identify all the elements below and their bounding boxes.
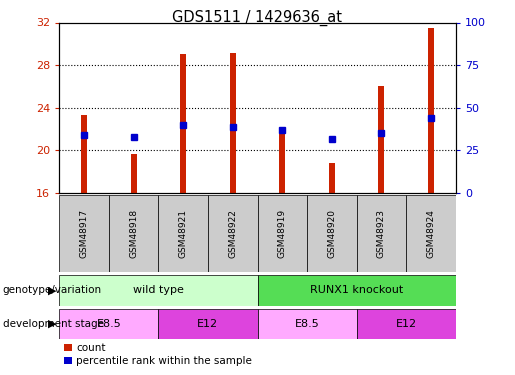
Text: E8.5: E8.5 [96,319,121,329]
Bar [81,115,87,193]
Bar [158,309,258,339]
Bar [208,195,258,272]
Bar [329,163,335,193]
Bar [159,195,208,272]
Text: GSM48922: GSM48922 [228,209,237,258]
Text: E12: E12 [197,319,218,329]
Bar [307,195,356,272]
Bar [59,275,258,306]
Text: E12: E12 [396,319,417,329]
Bar [406,195,456,272]
Bar [59,195,109,272]
Text: E8.5: E8.5 [295,319,319,329]
Text: GSM48923: GSM48923 [377,209,386,258]
Bar [356,195,406,272]
Bar [258,309,356,339]
Text: GSM48921: GSM48921 [179,209,187,258]
Text: GSM48919: GSM48919 [278,209,287,258]
Bar [230,53,236,193]
Bar [279,135,285,193]
Text: ▶: ▶ [48,285,57,295]
Bar [379,87,384,193]
Text: RUNX1 knockout: RUNX1 knockout [310,285,403,295]
Text: ▶: ▶ [48,319,57,329]
Bar [180,54,186,193]
Bar [356,309,456,339]
Text: GSM48917: GSM48917 [79,209,89,258]
Text: genotype/variation: genotype/variation [3,285,101,295]
Bar [258,195,307,272]
Text: wild type: wild type [133,285,184,295]
Legend: count, percentile rank within the sample: count, percentile rank within the sample [64,344,252,366]
Text: GSM48924: GSM48924 [426,209,436,258]
Text: GSM48920: GSM48920 [328,209,336,258]
Bar [428,28,434,193]
Text: GSM48918: GSM48918 [129,209,138,258]
Text: GDS1511 / 1429636_at: GDS1511 / 1429636_at [173,9,342,26]
Bar [258,275,456,306]
Bar [109,195,159,272]
Bar [131,154,136,193]
Bar [59,309,158,339]
Text: development stage: development stage [3,319,104,329]
